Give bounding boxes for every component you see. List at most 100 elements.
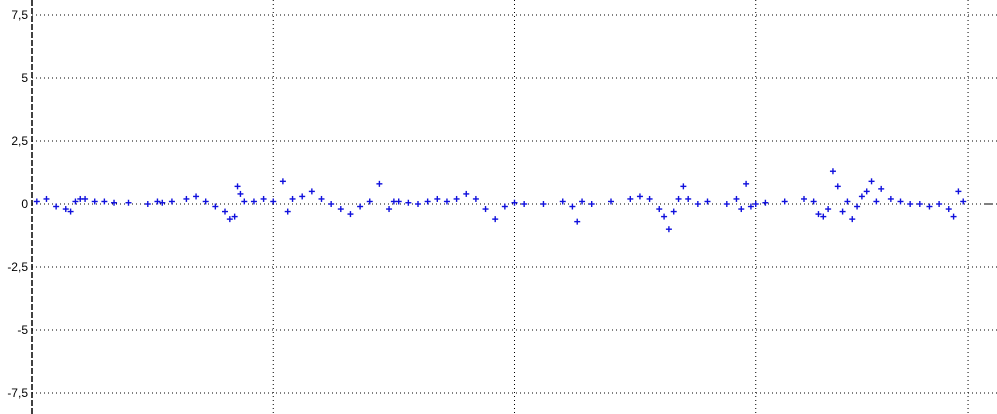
data-point-marker	[559, 198, 566, 205]
data-point-marker	[284, 208, 291, 215]
data-point-marker	[453, 195, 460, 202]
data-point-marker	[907, 201, 914, 207]
data-point-marker	[299, 193, 306, 200]
data-point-marker	[144, 201, 151, 207]
data-point-marker	[723, 201, 730, 207]
data-point-marker	[945, 206, 952, 213]
y-tick-label: -7,5	[7, 386, 28, 400]
data-point-marker	[661, 213, 668, 220]
data-point-marker	[743, 180, 750, 187]
data-point-marker	[868, 178, 875, 185]
y-tick-label: -5	[17, 323, 28, 337]
data-point-marker	[955, 188, 962, 195]
data-point-marker	[636, 193, 643, 200]
data-point-marker	[386, 206, 393, 213]
data-point-marker	[680, 183, 687, 190]
data-point-marker	[873, 198, 880, 205]
data-point-marker	[752, 201, 759, 207]
data-point-marker	[781, 198, 788, 205]
data-point-marker	[844, 198, 851, 205]
data-point-marker	[250, 198, 257, 205]
data-point-marker	[347, 211, 354, 218]
data-point-marker	[168, 198, 175, 205]
data-point-marker	[878, 185, 885, 192]
data-point-marker	[234, 183, 241, 190]
data-point-marker	[670, 208, 677, 215]
data-point-marker	[747, 203, 754, 210]
data-point-marker	[733, 195, 740, 202]
data-point-marker	[897, 198, 904, 205]
data-point-marker	[849, 216, 856, 223]
data-point-marker	[337, 206, 344, 213]
data-point-marker	[434, 195, 441, 202]
data-point-marker	[854, 203, 861, 210]
data-point-marker	[675, 195, 682, 202]
data-point-marker	[159, 199, 166, 206]
data-point-marker	[395, 198, 402, 205]
data-point-marker	[33, 198, 40, 205]
data-point-marker	[183, 195, 190, 202]
data-point-marker	[936, 201, 943, 207]
data-point-marker	[193, 193, 200, 200]
data-point-marker	[858, 193, 865, 200]
data-point-marker	[82, 195, 89, 202]
data-point-marker	[237, 190, 244, 197]
data-point-marker	[289, 195, 296, 202]
data-point-marker	[53, 203, 60, 210]
data-point-marker	[738, 206, 745, 213]
data-point-marker	[212, 203, 219, 210]
data-point-marker	[627, 195, 634, 202]
data-point-marker	[492, 216, 499, 223]
data-point-marker	[863, 188, 870, 195]
data-point-marker	[608, 198, 614, 205]
data-point-marker	[887, 195, 894, 202]
axes	[31, 0, 993, 414]
data-point-marker	[111, 199, 118, 206]
data-point-marker	[801, 195, 807, 202]
data-point-marker	[656, 206, 663, 213]
data-point-marker	[916, 201, 923, 207]
data-point-marker	[72, 198, 79, 205]
y-tick-label: 5	[21, 71, 28, 85]
data-point-marker	[101, 198, 108, 205]
data-point-marker	[472, 195, 479, 202]
data-point-marker	[511, 199, 518, 206]
data-point-marker	[834, 183, 841, 190]
data-point-marker	[540, 201, 547, 207]
data-point-marker	[588, 201, 595, 207]
data-point-marker	[521, 201, 528, 207]
data-point-marker	[62, 206, 69, 213]
data-point-marker	[810, 198, 817, 205]
data-point-marker	[270, 198, 277, 205]
data-point-marker	[91, 198, 98, 205]
data-point-marker	[260, 195, 267, 202]
data-point-marker	[463, 190, 470, 197]
data-point-marker	[67, 208, 74, 215]
data-point-marker	[125, 199, 132, 206]
data-point-marker	[43, 195, 50, 202]
y-tick-label: 2,5	[11, 134, 28, 148]
data-point-marker	[926, 203, 933, 210]
data-point-marker	[424, 198, 431, 205]
data-point-marker	[308, 188, 315, 195]
data-point-marker	[376, 180, 383, 187]
data-point-marker	[825, 206, 832, 213]
data-point-marker	[357, 203, 364, 210]
data-point-marker	[443, 198, 450, 205]
y-tick-labels: 7,5 5 2,5 0 -2,5 -5 -7,5	[7, 8, 28, 400]
data-point-marker	[279, 178, 286, 185]
data-point-marker	[154, 198, 161, 205]
data-point-marker	[501, 203, 508, 210]
data-point-marker	[241, 198, 248, 205]
data-point-marker	[318, 195, 325, 202]
data-point-marker	[665, 226, 672, 233]
data-point-marker	[405, 199, 412, 206]
data-markers	[33, 168, 967, 233]
data-point-marker	[694, 201, 701, 207]
data-point-marker	[231, 213, 238, 220]
data-point-marker	[839, 208, 846, 215]
y-tick-label: 0	[21, 197, 28, 211]
y-tick-label: -2,5	[7, 260, 28, 274]
data-point-marker	[328, 201, 335, 207]
